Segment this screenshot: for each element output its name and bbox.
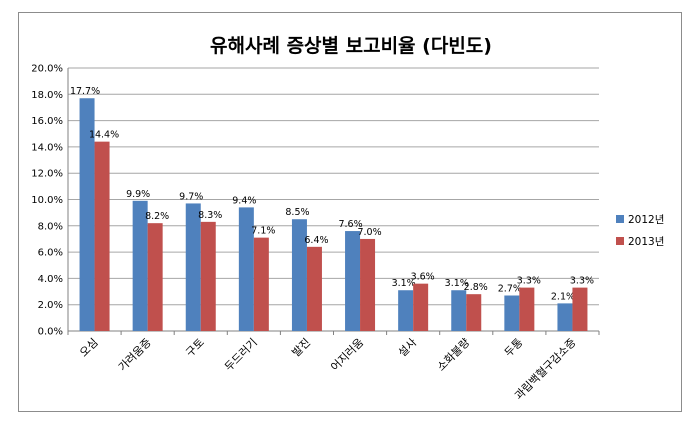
y-tick-label: 2.0% bbox=[38, 300, 63, 311]
y-tick-label: 4.0% bbox=[38, 274, 63, 285]
category-label: 두통 bbox=[502, 336, 526, 360]
data-label: 8.2% bbox=[145, 211, 169, 222]
category-label: 설사 bbox=[396, 336, 420, 360]
legend-swatch bbox=[616, 237, 624, 245]
data-label: 2.1% bbox=[551, 291, 575, 302]
y-tick-label: 10.0% bbox=[31, 195, 63, 206]
data-label: 2.7% bbox=[498, 283, 522, 294]
chart-title: 유해사례 증상별 보고비율 (다빈도) bbox=[210, 35, 492, 57]
data-label: 9.9% bbox=[126, 189, 150, 200]
data-label: 17.7% bbox=[70, 86, 100, 97]
bar-series1 bbox=[79, 98, 95, 332]
category-label: 어지러움 bbox=[328, 336, 366, 374]
legend-label: 2013년 bbox=[628, 236, 664, 248]
category-label: 구토 bbox=[183, 336, 207, 360]
data-label: 3.3% bbox=[517, 276, 541, 287]
legend-swatch bbox=[616, 215, 624, 223]
data-label: 3.1% bbox=[445, 278, 469, 289]
data-label: 9.7% bbox=[179, 191, 203, 202]
category-label: 오심 bbox=[77, 336, 101, 360]
bar-series1 bbox=[398, 290, 414, 331]
data-label: 3.6% bbox=[411, 272, 435, 283]
bar-series1 bbox=[185, 203, 201, 331]
bar-series1 bbox=[504, 295, 520, 331]
category-label: 가려움증 bbox=[116, 336, 154, 374]
y-tick-label: 0.0% bbox=[38, 327, 63, 338]
y-tick-label: 14.0% bbox=[31, 142, 63, 153]
bar-series2 bbox=[466, 294, 482, 331]
data-label: 2.8% bbox=[464, 282, 488, 293]
chart-plot: 0.0% 2.0% 4.0% 6.0% 8.0% 10.0% 12.0% 14.0% 16.0%… bbox=[31, 64, 664, 403]
bar-series2 bbox=[147, 223, 163, 331]
bar-series1 bbox=[132, 200, 148, 331]
data-label: 9.4% bbox=[232, 195, 256, 206]
data-label: 8.5% bbox=[285, 207, 309, 218]
bar-series2 bbox=[306, 246, 322, 331]
data-label: 3.3% bbox=[570, 276, 594, 287]
y-tick-label: 16.0% bbox=[31, 116, 63, 127]
y-tick-label: 8.0% bbox=[38, 221, 63, 232]
bar-series2 bbox=[200, 221, 216, 331]
bar-series2 bbox=[94, 141, 110, 331]
legend-label: 2012년 bbox=[628, 214, 664, 226]
bar-series1 bbox=[557, 303, 573, 331]
bar-series2 bbox=[413, 283, 429, 331]
bar-series1 bbox=[238, 207, 254, 331]
bar-series2 bbox=[360, 238, 376, 331]
chart-frame: 유해사례 증상별 보고비율 (다빈도) 0.0% 2.0% 4.0% 6.0% 8.0%… bbox=[18, 12, 682, 412]
bar-series2 bbox=[519, 287, 535, 331]
data-label: 7.0% bbox=[357, 227, 381, 238]
data-label: 7.6% bbox=[338, 219, 362, 230]
y-tick-label: 20.0% bbox=[31, 64, 63, 75]
data-label: 7.1% bbox=[251, 226, 275, 237]
bar-series1 bbox=[345, 231, 361, 331]
y-tick-label: 6.0% bbox=[38, 248, 63, 259]
data-label: 14.4% bbox=[89, 130, 119, 141]
bar-series2 bbox=[253, 237, 269, 331]
data-label: 8.3% bbox=[198, 210, 222, 221]
category-label: 소화불량 bbox=[435, 336, 473, 374]
category-label: 발진 bbox=[290, 336, 314, 360]
bar-series1 bbox=[291, 219, 307, 331]
data-label: 3.1% bbox=[392, 278, 416, 289]
data-label: 6.4% bbox=[304, 235, 328, 246]
y-tick-label: 18.0% bbox=[31, 90, 63, 101]
bar-series2 bbox=[572, 287, 588, 331]
y-tick-label: 12.0% bbox=[31, 169, 63, 180]
bar-series1 bbox=[451, 290, 467, 331]
category-label: 두드러기 bbox=[222, 336, 260, 374]
